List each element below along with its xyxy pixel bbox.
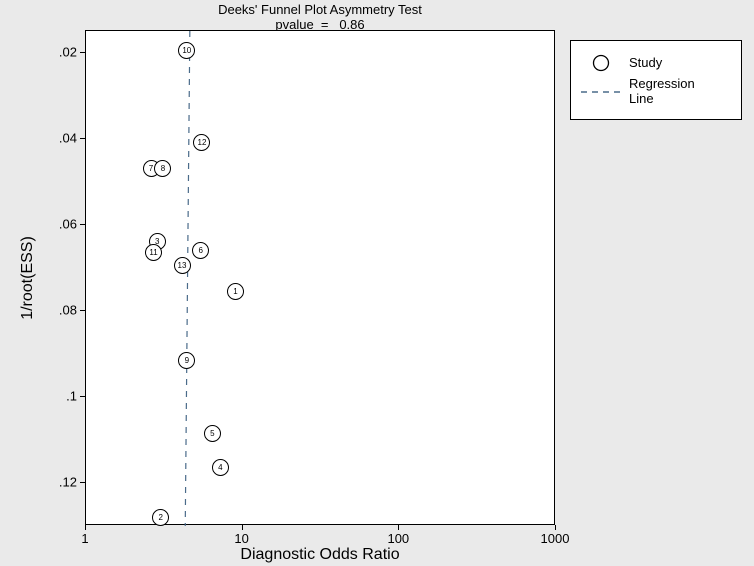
legend: Study Regression Line: [570, 40, 742, 120]
study-marker: 2: [152, 509, 169, 526]
study-marker: 1: [227, 283, 244, 300]
y-tick-mark: [80, 310, 85, 311]
y-tick-label: .12: [59, 474, 77, 489]
x-tick-label: 1000: [541, 531, 570, 546]
y-tick-mark: [80, 224, 85, 225]
y-axis-label: 1/root(ESS): [19, 236, 37, 320]
y-tick-label: .06: [59, 216, 77, 231]
y-tick-label: .08: [59, 302, 77, 317]
x-tick-mark: [555, 525, 556, 530]
y-tick-mark: [80, 52, 85, 53]
y-tick-label: .02: [59, 44, 77, 59]
regression-line: [185, 31, 190, 526]
study-marker: 13: [174, 257, 191, 274]
y-tick-mark: [80, 482, 85, 483]
study-marker: 5: [204, 425, 221, 442]
y-tick-label: .1: [66, 388, 77, 403]
chart-stage: Deeks' Funnel Plot Asymmetry Test pvalue…: [0, 0, 754, 566]
x-tick-mark: [398, 525, 399, 530]
dashed-line-icon: [581, 82, 621, 102]
x-tick-label: 1: [81, 531, 88, 546]
plot-area: 12345678910111213: [85, 30, 555, 525]
x-tick-mark: [85, 525, 86, 530]
circle-marker-icon: [581, 53, 621, 73]
chart-title-line1: Deeks' Funnel Plot Asymmetry Test: [85, 2, 555, 17]
y-tick-mark: [80, 396, 85, 397]
legend-label-regression: Regression Line: [629, 77, 695, 107]
plot-svg: [86, 31, 556, 526]
legend-item-study: Study: [581, 53, 731, 73]
legend-item-regression: Regression Line: [581, 77, 731, 107]
x-axis-label: Diagnostic Odds Ratio: [240, 546, 399, 564]
study-marker: 9: [178, 352, 195, 369]
y-tick-mark: [80, 138, 85, 139]
x-tick-label: 10: [234, 531, 248, 546]
x-tick-mark: [242, 525, 243, 530]
x-tick-label: 100: [387, 531, 409, 546]
y-tick-label: .04: [59, 130, 77, 145]
legend-label-study: Study: [629, 56, 662, 71]
